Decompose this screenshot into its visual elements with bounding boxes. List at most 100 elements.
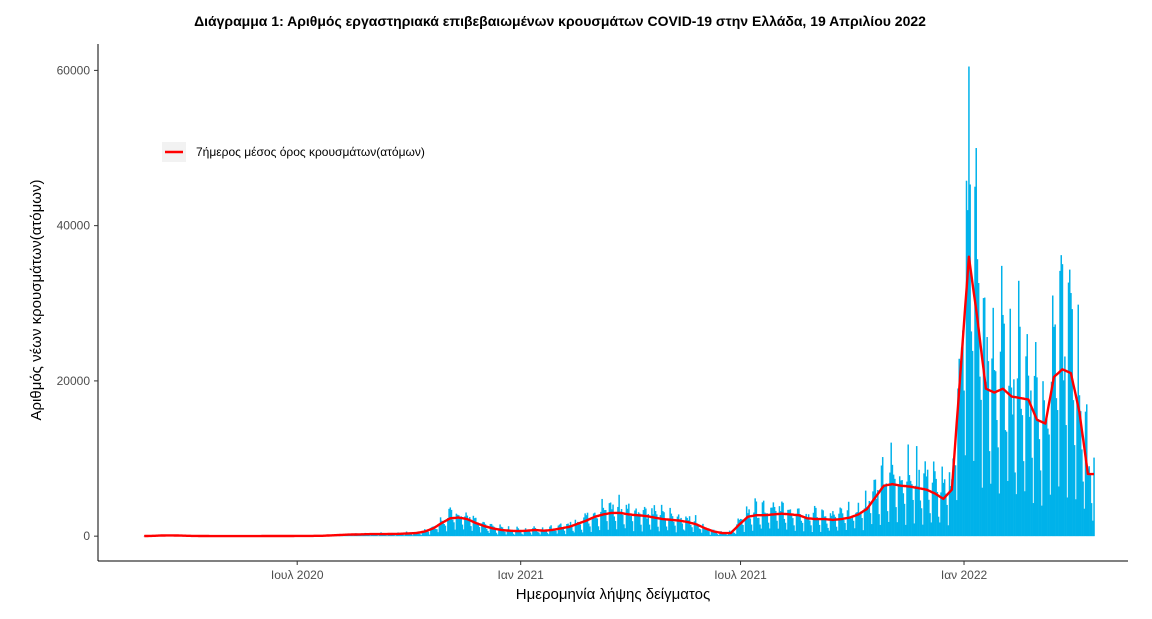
daily-case-bar (483, 522, 486, 537)
y-axis-ticks: 0 20000 40000 60000 (57, 63, 98, 543)
daily-case-bar (676, 516, 679, 537)
legend-label: 7ήμερος μέσος όρος κρουσμάτων(ατόμων) (196, 145, 425, 159)
daily-case-bar (455, 513, 458, 537)
daily-case-bar (592, 513, 595, 537)
daily-case-bar (878, 514, 880, 537)
daily-case-bar (1078, 395, 1081, 537)
daily-case-bar (551, 529, 554, 537)
daily-case-bar (939, 522, 941, 537)
daily-case-bar (670, 513, 673, 537)
daily-case-bar (425, 530, 427, 537)
daily-case-bar (431, 526, 433, 537)
daily-case-bar (606, 521, 608, 537)
daily-case-bar (795, 513, 798, 537)
daily-case-bar (612, 504, 614, 537)
daily-case-bar (597, 526, 600, 537)
daily-case-bar (799, 514, 801, 537)
daily-case-bar (674, 525, 676, 537)
daily-case-bar (635, 508, 637, 537)
daily-case-bar (493, 526, 495, 537)
daily-case-bar (793, 525, 795, 537)
daily-case-bar (997, 447, 999, 537)
daily-case-bar (598, 530, 601, 537)
daily-case-bar (462, 529, 465, 537)
daily-case-bar (501, 527, 504, 537)
daily-case-bar (500, 526, 503, 537)
daily-case-bar (1050, 381, 1053, 537)
daily-case-bar (1003, 323, 1005, 537)
daily-case-bar (518, 529, 521, 537)
daily-case-bar (657, 526, 659, 537)
daily-case-bar (766, 513, 769, 537)
x-tick-label: Ιαν 2021 (498, 568, 545, 582)
daily-case-bar (969, 184, 971, 537)
daily-case-bar (669, 507, 671, 537)
daily-case-bar (760, 528, 762, 537)
daily-case-bar (881, 457, 884, 537)
daily-case-bar (546, 532, 549, 537)
daily-case-bar (441, 520, 443, 537)
daily-case-bar (1011, 414, 1014, 537)
daily-case-bar (1068, 269, 1071, 537)
daily-case-bar (609, 502, 612, 537)
daily-case-bar (841, 513, 844, 537)
daily-case-bar (478, 527, 481, 537)
daily-case-bar (709, 534, 711, 537)
daily-case-bar (891, 464, 894, 537)
daily-case-bar (438, 525, 441, 537)
daily-case-bar (915, 446, 918, 537)
daily-case-bar (451, 519, 454, 537)
daily-case-bar (673, 521, 675, 537)
daily-case-bar (594, 512, 596, 537)
daily-case-bar (801, 522, 804, 537)
daily-case-bar (428, 534, 431, 537)
daily-case-bar (936, 491, 939, 537)
daily-case-bar (1067, 282, 1070, 537)
daily-case-bar (432, 526, 435, 537)
daily-case-bar (1054, 324, 1056, 537)
y-tick-label: 0 (83, 529, 90, 543)
daily-case-bar (376, 535, 379, 537)
daily-case-bar (540, 530, 543, 537)
daily-case-bar (622, 514, 624, 537)
daily-case-bar (824, 516, 827, 537)
daily-case-bar (739, 518, 742, 537)
daily-case-bar (445, 531, 448, 537)
x-tick-label: Ιουλ 2020 (271, 568, 324, 582)
daily-case-bar (1041, 505, 1043, 537)
daily-case-bar (649, 529, 652, 537)
daily-case-bar (617, 506, 619, 537)
daily-case-bar (815, 507, 817, 537)
daily-case-bar (732, 532, 735, 537)
daily-case-bar (817, 519, 820, 537)
daily-case-bar (461, 524, 464, 537)
daily-case-bar (867, 509, 869, 537)
daily-case-bar (1007, 480, 1009, 537)
daily-case-bar (663, 512, 665, 537)
daily-case-bar (1002, 314, 1004, 537)
daily-case-bar (393, 535, 396, 537)
daily-case-bar (784, 522, 787, 537)
daily-case-bar (1079, 411, 1082, 537)
daily-case-bar (785, 529, 788, 537)
daily-case-bar (510, 530, 512, 537)
daily-case-bar (502, 530, 505, 537)
daily-case-bar (1042, 381, 1044, 537)
daily-case-bar (787, 509, 789, 537)
daily-case-bar (521, 533, 523, 537)
daily-case-bar (563, 530, 566, 537)
daily-case-bar (1049, 494, 1052, 537)
daily-case-bar (637, 512, 640, 537)
daily-case-bar (929, 513, 931, 537)
daily-case-bar (454, 529, 456, 537)
daily-case-bar (506, 530, 509, 537)
legend: 7ήμερος μέσος όρος κρουσμάτων(ατόμων) (162, 142, 425, 162)
daily-case-bar (671, 516, 674, 537)
daily-case-bar (613, 516, 616, 537)
daily-case-bar (460, 516, 462, 537)
daily-case-bar (1055, 398, 1058, 537)
daily-case-bar (400, 534, 403, 537)
daily-case-bar (1090, 503, 1093, 537)
daily-case-bar (414, 532, 416, 537)
daily-case-bar (1039, 470, 1042, 537)
